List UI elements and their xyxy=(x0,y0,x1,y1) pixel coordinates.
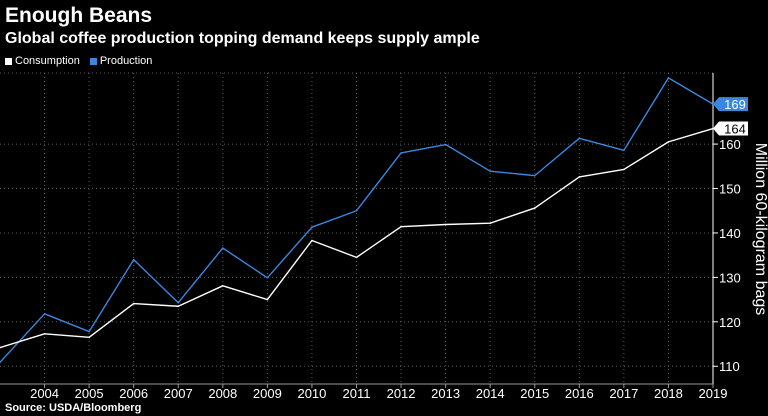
x-tick-label: 2017 xyxy=(609,386,638,401)
x-tick-label: 2006 xyxy=(119,386,148,401)
data-point-consumption xyxy=(667,141,670,143)
data-point-production xyxy=(489,170,491,172)
source-note: Source: USDA/Bloomberg xyxy=(5,402,142,414)
data-point-production xyxy=(355,209,358,212)
data-point-production xyxy=(533,174,536,177)
data-point-consumption xyxy=(43,332,46,335)
data-point-consumption xyxy=(355,256,358,259)
x-tick-label: 2012 xyxy=(387,386,416,401)
x-tick-label: 2016 xyxy=(565,386,594,401)
data-point-production xyxy=(177,301,180,304)
x-tick-label: 2010 xyxy=(297,386,326,401)
data-point-consumption xyxy=(311,239,313,242)
end-value-label-consumption: 164 xyxy=(724,122,746,137)
data-point-production xyxy=(623,149,625,152)
data-point-consumption xyxy=(489,222,491,224)
data-point-consumption xyxy=(533,207,536,209)
legend-label-consumption: Consumption xyxy=(15,55,80,67)
legend: Consumption Production xyxy=(5,55,152,67)
data-point-consumption xyxy=(444,223,447,226)
data-point-consumption xyxy=(132,302,135,305)
y-axis-title: Million 60-kilogram bags xyxy=(752,143,768,316)
legend-item-production: Production xyxy=(89,55,153,67)
data-point-production xyxy=(88,330,90,333)
x-tick-label: 2005 xyxy=(75,386,104,401)
data-point-consumption xyxy=(0,346,1,349)
legend-swatch-production xyxy=(89,57,97,65)
y-tick-label: 140 xyxy=(719,226,741,241)
data-point-production xyxy=(132,258,135,261)
end-value-tag-production xyxy=(713,97,748,112)
data-point-production xyxy=(400,152,402,154)
series-line-production xyxy=(0,77,714,363)
chart-title: Enough Beans xyxy=(5,4,153,27)
x-tick-label: 2011 xyxy=(343,386,371,401)
legend-item-consumption: Consumption xyxy=(5,55,80,67)
data-point-consumption xyxy=(623,168,625,171)
x-tick-label: 2013 xyxy=(431,386,460,401)
x-tick-label: 2009 xyxy=(253,386,282,401)
data-point-production xyxy=(222,247,224,249)
data-point-production xyxy=(0,361,1,364)
x-tick-label: 2018 xyxy=(654,386,683,401)
x-tick-label: 2007 xyxy=(164,386,193,401)
legend-label-production: Production xyxy=(99,55,153,67)
x-tick-label: 2004 xyxy=(30,386,59,401)
chart-subtitle: Global coffee production topping demand … xyxy=(5,30,480,47)
data-point-production xyxy=(444,143,447,146)
data-point-consumption xyxy=(88,336,90,339)
data-point-production xyxy=(266,277,269,279)
data-point-consumption xyxy=(266,298,269,301)
data-point-consumption xyxy=(177,305,180,308)
data-point-production xyxy=(311,226,313,228)
end-value-tag-consumption xyxy=(713,121,748,136)
y-tick-label: 120 xyxy=(719,315,741,330)
y-tick-label: 110 xyxy=(719,359,740,374)
y-tick-label: 130 xyxy=(719,270,741,285)
y-tick-label: 160 xyxy=(719,137,741,152)
x-tick-label: 2008 xyxy=(208,386,237,401)
data-point-production xyxy=(667,77,670,79)
y-tick-label: 150 xyxy=(719,182,741,197)
end-value-label-production: 169 xyxy=(724,97,746,112)
data-point-consumption xyxy=(222,285,224,287)
legend-swatch-consumption xyxy=(5,57,12,65)
x-tick-label: 2014 xyxy=(476,386,505,401)
x-tick-label: 2015 xyxy=(520,386,549,401)
data-point-production xyxy=(43,313,46,315)
x-tick-label: 2019 xyxy=(699,386,728,401)
data-point-consumption xyxy=(578,176,581,178)
data-point-consumption xyxy=(400,225,402,228)
data-point-production xyxy=(578,137,581,140)
